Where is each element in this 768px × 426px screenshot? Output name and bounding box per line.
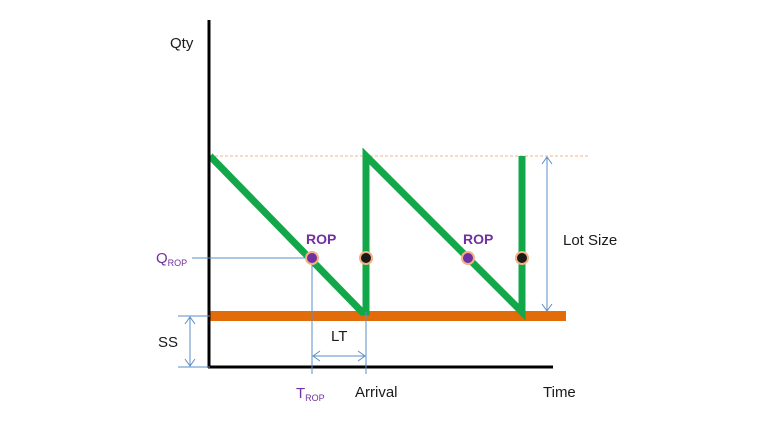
q-rop-label: QROP bbox=[156, 250, 187, 268]
arrival-marker-2 bbox=[515, 251, 529, 265]
arrival-label: Arrival bbox=[355, 384, 398, 401]
q-rop-sub: ROP bbox=[168, 258, 188, 268]
t-rop-main: T bbox=[296, 385, 305, 402]
safety-stock-arrow bbox=[184, 316, 196, 367]
y-axis-label: Qty bbox=[170, 35, 194, 52]
lt-label: LT bbox=[331, 328, 347, 345]
rop-marker-1 bbox=[305, 251, 319, 265]
t-rop-sub: ROP bbox=[305, 393, 325, 403]
lot-size-arrow bbox=[541, 156, 553, 312]
lead-time-arrow bbox=[312, 350, 366, 362]
safety-stock-bar bbox=[210, 311, 566, 321]
rop-label-2: ROP bbox=[463, 231, 493, 247]
ss-label: SS bbox=[158, 334, 178, 351]
x-axis-label: Time bbox=[543, 384, 576, 401]
rop-marker-2 bbox=[461, 251, 475, 265]
q-rop-main: Q bbox=[156, 250, 168, 267]
lot-size-label: Lot Size bbox=[563, 232, 617, 249]
t-rop-label: TROP bbox=[296, 385, 325, 403]
rop-label-1: ROP bbox=[306, 231, 336, 247]
inventory-level-line bbox=[207, 147, 526, 321]
arrival-marker-1 bbox=[359, 251, 373, 265]
